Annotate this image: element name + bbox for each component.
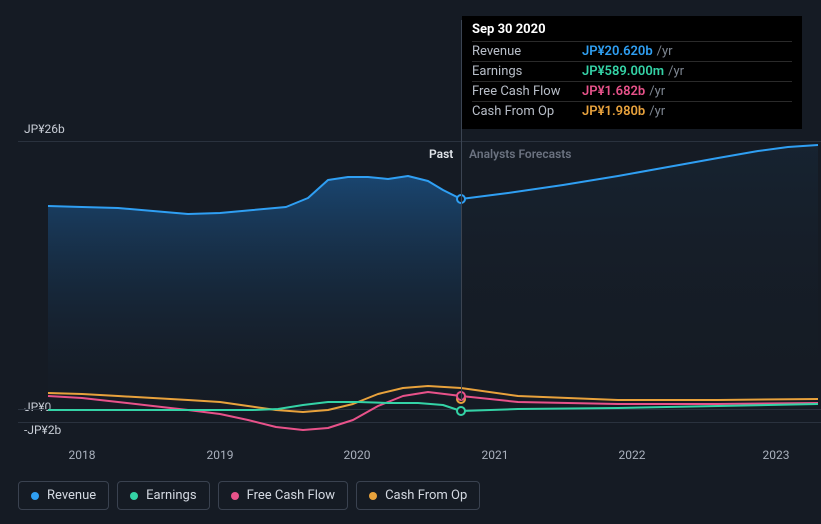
x-tick-label: 2022 bbox=[619, 448, 646, 462]
tooltip-row-fcf: Free Cash Flow JP¥1.682b /yr bbox=[472, 81, 792, 101]
x-tick-label: 2021 bbox=[482, 448, 509, 462]
x-tick-label: 2019 bbox=[207, 448, 234, 462]
tooltip-unit: /yr bbox=[649, 104, 665, 119]
revenue-area-forecast bbox=[461, 145, 818, 409]
tooltip-label: Revenue bbox=[472, 44, 582, 59]
tooltip-row-cashop: Cash From Op JP¥1.980b /yr bbox=[472, 101, 792, 121]
tooltip-value: JP¥1.682b bbox=[582, 84, 645, 99]
tooltip: Sep 30 2020 Revenue JP¥20.620b /yr Earni… bbox=[462, 16, 802, 129]
legend-label: Earnings bbox=[146, 488, 196, 503]
legend-label: Cash From Op bbox=[385, 488, 467, 503]
legend-item-earnings[interactable]: Earnings bbox=[117, 481, 209, 510]
legend-dot bbox=[231, 492, 239, 500]
legend-label: Revenue bbox=[47, 488, 96, 503]
x-tick-label: 2018 bbox=[69, 448, 96, 462]
legend-label: Free Cash Flow bbox=[247, 488, 335, 503]
legend-item-fcf[interactable]: Free Cash Flow bbox=[218, 481, 348, 510]
tooltip-row-earnings: Earnings JP¥589.000m /yr bbox=[472, 61, 792, 81]
legend: Revenue Earnings Free Cash Flow Cash Fro… bbox=[18, 481, 480, 510]
tooltip-value: JP¥1.980b bbox=[582, 104, 645, 119]
revenue-area-past bbox=[48, 176, 461, 409]
legend-dot bbox=[130, 492, 138, 500]
legend-dot bbox=[31, 492, 39, 500]
tooltip-label: Earnings bbox=[472, 64, 582, 79]
legend-dot bbox=[369, 492, 377, 500]
tooltip-unit: /yr bbox=[668, 64, 684, 79]
tooltip-label: Free Cash Flow bbox=[472, 84, 582, 99]
tooltip-date: Sep 30 2020 bbox=[472, 22, 792, 37]
tooltip-unit: /yr bbox=[657, 44, 673, 59]
tooltip-unit: /yr bbox=[649, 84, 665, 99]
tooltip-value: JP¥589.000m bbox=[582, 64, 664, 79]
earnings-marker bbox=[457, 407, 465, 415]
tooltip-row-revenue: Revenue JP¥20.620b /yr bbox=[472, 41, 792, 61]
chart-area: JP¥26b JP¥0 -JP¥2b Past Analysts Forecas… bbox=[18, 0, 821, 470]
tooltip-label: Cash From Op bbox=[472, 104, 582, 119]
tooltip-value: JP¥20.620b bbox=[582, 44, 653, 59]
region-label-past: Past bbox=[429, 147, 453, 161]
x-tick-label: 2023 bbox=[763, 448, 790, 462]
legend-item-revenue[interactable]: Revenue bbox=[18, 481, 109, 510]
x-tick-label: 2020 bbox=[344, 448, 371, 462]
legend-item-cashop[interactable]: Cash From Op bbox=[356, 481, 480, 510]
region-label-forecast: Analysts Forecasts bbox=[469, 147, 571, 161]
